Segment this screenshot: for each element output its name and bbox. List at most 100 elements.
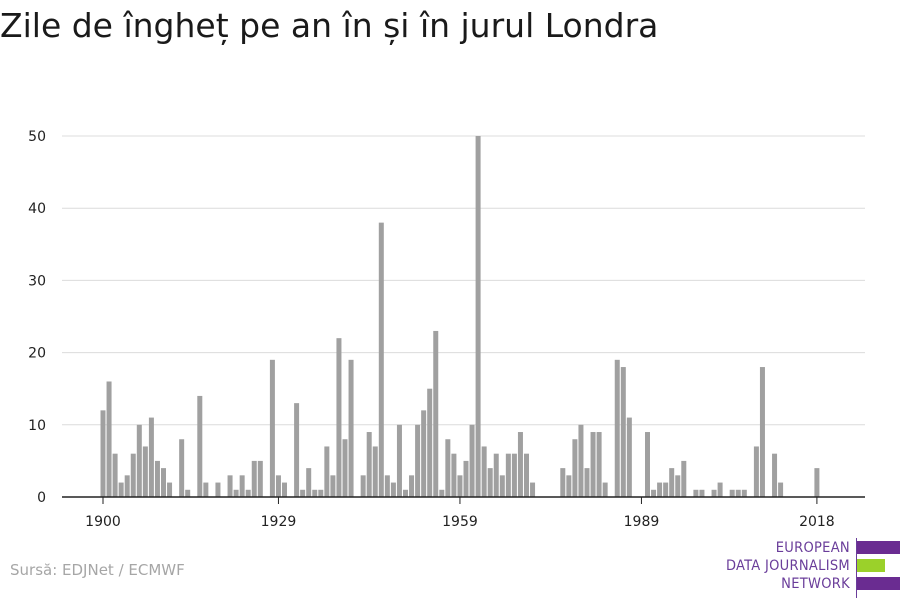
bar-1907 — [142, 446, 148, 497]
bar-1909 — [154, 460, 160, 497]
logo-separator — [856, 538, 857, 598]
bar-1953 — [421, 410, 427, 497]
bar-1965 — [493, 453, 499, 497]
bar-1991 — [651, 489, 657, 497]
bar-1993 — [663, 482, 669, 497]
bar-1947 — [384, 475, 390, 497]
bar-1943 — [360, 475, 366, 497]
y-tick-label-20: 20 — [28, 346, 46, 362]
bar-1961 — [469, 424, 475, 497]
bar-2004 — [729, 489, 735, 497]
y-tick-label-0: 0 — [37, 490, 46, 506]
x-tick-label-1989: 1989 — [624, 514, 660, 530]
bar-1952 — [415, 424, 421, 497]
bar-1937 — [324, 446, 330, 497]
bar-1963 — [481, 446, 487, 497]
logo-line-3: NETWORK — [781, 576, 850, 592]
bar-1999 — [699, 489, 705, 497]
bar-1985 — [614, 359, 620, 497]
bar-1978 — [572, 439, 578, 497]
bar-1948 — [390, 482, 396, 497]
bar-1946 — [378, 222, 384, 497]
bar-1921 — [227, 475, 233, 497]
y-tick-label-40: 40 — [28, 201, 46, 217]
bar-1919 — [215, 482, 221, 497]
bar-1995 — [675, 475, 681, 497]
x-tick-label-1959: 1959 — [442, 514, 478, 530]
bars — [100, 136, 820, 497]
bar-2002 — [717, 482, 723, 497]
bar-1983 — [602, 482, 608, 497]
bar-1959 — [457, 475, 463, 497]
bar-1916 — [197, 395, 203, 497]
bar-1906 — [136, 424, 142, 497]
bar-1990 — [645, 432, 650, 497]
bar-1982 — [596, 432, 602, 497]
bar-1966 — [499, 475, 505, 497]
bar-2018 — [814, 468, 820, 497]
bar-1914 — [185, 489, 191, 497]
bar-1951 — [409, 475, 415, 497]
bar-1986 — [620, 367, 626, 497]
bar-2001 — [711, 489, 717, 497]
bar-1998 — [693, 489, 699, 497]
logo-bar-purple-top — [857, 541, 900, 554]
bar-2011 — [772, 453, 778, 497]
logo-bar-green — [857, 559, 885, 572]
bar-1925 — [251, 460, 257, 497]
bar-2005 — [735, 489, 741, 497]
bar-1911 — [167, 482, 173, 497]
logo-line-1: EUROPEAN — [775, 540, 850, 556]
bar-chart: 0 10 20 30 40 50 1900 1929 1959 1989 2018 — [28, 129, 865, 530]
bar-1971 — [530, 482, 536, 497]
bar-1962 — [475, 136, 481, 497]
chart-title: Zile de îngheț pe an în și în jurul Lond… — [0, 6, 659, 45]
x-tick-label-2018: 2018 — [799, 514, 835, 530]
source-note: Sursă: EDJNet / ECMWF — [10, 561, 185, 579]
gridlines — [62, 135, 865, 426]
bar-1945 — [372, 446, 378, 497]
bar-2012 — [778, 482, 784, 497]
bar-1967 — [505, 453, 511, 497]
y-tick-label-50: 50 — [28, 129, 46, 145]
bar-1996 — [681, 460, 687, 497]
bar-1932 — [294, 403, 300, 497]
bar-1994 — [669, 468, 675, 497]
bar-1903 — [118, 482, 124, 497]
bar-1901 — [106, 381, 112, 497]
bar-1936 — [318, 489, 324, 497]
bar-1900 — [100, 410, 106, 497]
bar-1987 — [626, 417, 632, 497]
bar-1929 — [275, 475, 281, 497]
bar-1902 — [112, 453, 118, 497]
bar-1935 — [312, 489, 318, 497]
bar-1910 — [161, 468, 166, 497]
bar-1924 — [245, 489, 251, 497]
bar-1908 — [148, 417, 154, 497]
bar-1977 — [566, 475, 572, 497]
bar-1958 — [451, 453, 457, 497]
bar-1930 — [282, 482, 287, 497]
bar-1976 — [560, 468, 566, 497]
bar-1950 — [403, 489, 408, 497]
bar-2008 — [753, 446, 759, 497]
bar-1970 — [524, 453, 529, 497]
bar-2006 — [741, 489, 747, 497]
bar-1960 — [463, 460, 469, 497]
bar-1981 — [590, 432, 596, 497]
bar-1957 — [445, 439, 451, 497]
y-tick-label-30: 30 — [28, 273, 46, 289]
y-tick-label-10: 10 — [28, 418, 46, 434]
bar-1944 — [366, 432, 372, 497]
bar-1904 — [124, 475, 130, 497]
logo-line-2: DATA JOURNALISM — [725, 558, 850, 574]
bar-1928 — [269, 359, 275, 497]
x-tick-label-1900: 1900 — [85, 514, 121, 530]
x-axis: 1900 1929 1959 1989 2018 — [62, 496, 865, 530]
bar-1939 — [336, 338, 342, 497]
bar-1992 — [657, 482, 663, 497]
logo-bar-purple-bottom — [857, 577, 900, 590]
bar-1969 — [517, 432, 523, 497]
bar-1955 — [433, 330, 439, 497]
bar-1926 — [257, 460, 263, 497]
